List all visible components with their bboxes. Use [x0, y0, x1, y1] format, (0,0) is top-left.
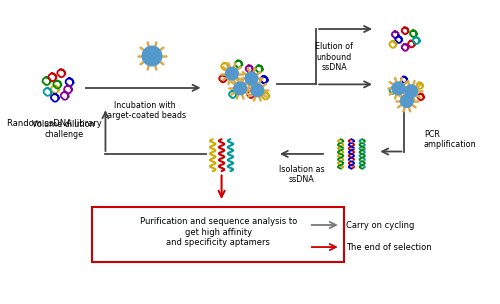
Circle shape: [226, 67, 238, 80]
Text: Random ssDNA library: Random ssDNA library: [6, 119, 102, 128]
FancyBboxPatch shape: [92, 207, 344, 262]
Circle shape: [400, 95, 413, 107]
Circle shape: [245, 72, 258, 85]
Circle shape: [392, 82, 405, 95]
Text: Purification and sequence analysis to
get high affinity
and specificity aptamers: Purification and sequence analysis to ge…: [140, 217, 297, 247]
Text: Isolation as
ssDNA: Isolation as ssDNA: [278, 165, 324, 184]
Circle shape: [405, 85, 417, 98]
Text: Elution of
unbound
ssDNA: Elution of unbound ssDNA: [316, 42, 354, 72]
Circle shape: [142, 46, 162, 66]
Text: Incubation with
target-coated beads: Incubation with target-coated beads: [104, 101, 186, 120]
Text: The end of selection: The end of selection: [346, 243, 431, 251]
Text: Carry on cycling: Carry on cycling: [346, 220, 414, 230]
Circle shape: [251, 84, 264, 97]
Text: Volume dilution
challenge: Volume dilution challenge: [32, 120, 95, 139]
Circle shape: [234, 82, 246, 95]
Text: PCR
amplification: PCR amplification: [424, 130, 476, 149]
